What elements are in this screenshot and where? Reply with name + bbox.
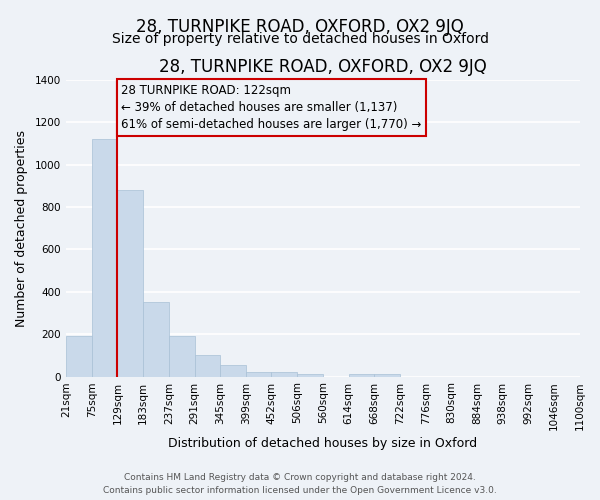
Bar: [246, 372, 271, 376]
Bar: [143, 302, 169, 376]
Bar: [349, 374, 374, 376]
Bar: [118, 190, 143, 376]
Text: Size of property relative to detached houses in Oxford: Size of property relative to detached ho…: [112, 32, 488, 46]
Text: Contains HM Land Registry data © Crown copyright and database right 2024.
Contai: Contains HM Land Registry data © Crown c…: [103, 474, 497, 495]
Bar: [66, 336, 92, 376]
Bar: [194, 356, 220, 376]
Bar: [374, 374, 400, 376]
Bar: [169, 336, 194, 376]
Bar: [92, 139, 118, 376]
Y-axis label: Number of detached properties: Number of detached properties: [15, 130, 28, 326]
Bar: [220, 365, 246, 376]
Bar: [297, 374, 323, 376]
Text: 28 TURNPIKE ROAD: 122sqm
← 39% of detached houses are smaller (1,137)
61% of sem: 28 TURNPIKE ROAD: 122sqm ← 39% of detach…: [121, 84, 422, 131]
Bar: [271, 372, 297, 376]
Title: 28, TURNPIKE ROAD, OXFORD, OX2 9JQ: 28, TURNPIKE ROAD, OXFORD, OX2 9JQ: [159, 58, 487, 76]
X-axis label: Distribution of detached houses by size in Oxford: Distribution of detached houses by size …: [169, 437, 478, 450]
Text: 28, TURNPIKE ROAD, OXFORD, OX2 9JQ: 28, TURNPIKE ROAD, OXFORD, OX2 9JQ: [136, 18, 464, 36]
